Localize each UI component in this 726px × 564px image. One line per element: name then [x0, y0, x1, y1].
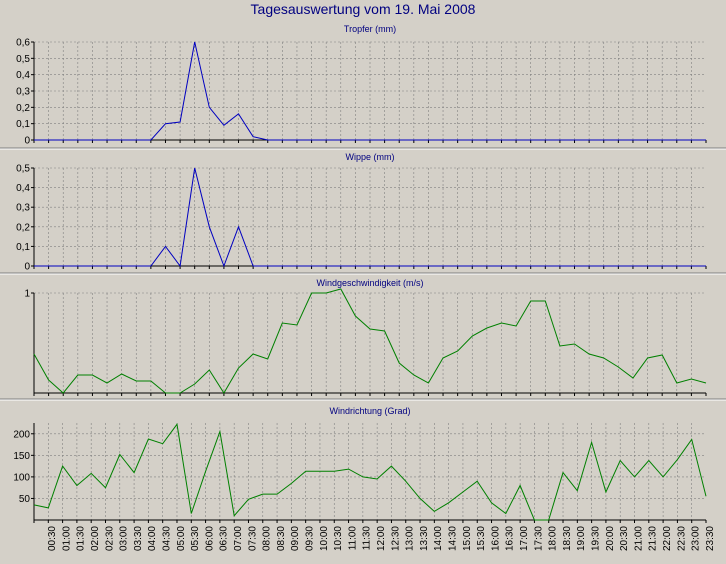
x-tick-label: 09:30 [305, 526, 316, 551]
x-tick-label: 02:30 [104, 526, 115, 551]
x-tick-label: 15:30 [476, 526, 487, 551]
x-tick-label: 18:00 [548, 526, 559, 551]
y-tick-label: 0,4 [16, 183, 30, 194]
x-tick-label: 19:00 [576, 526, 587, 551]
x-tick-label: 21:00 [633, 526, 644, 551]
x-tick-label: 11:30 [362, 526, 373, 551]
series-line [34, 167, 706, 268]
x-tick-label: 16:30 [505, 526, 516, 551]
y-tick-label: 0,2 [16, 222, 30, 233]
y-tick-label: 0,3 [16, 203, 30, 214]
series-line [33, 423, 707, 521]
x-tick-label: 22:00 [662, 526, 673, 551]
x-tick-label: 02:00 [90, 526, 101, 551]
x-tick-label: 04:00 [147, 526, 158, 551]
panel-title: Windgeschwindigkeit (m/s) [316, 278, 423, 288]
x-tick-label: 19:30 [590, 526, 601, 551]
x-tick-label: 13:00 [405, 526, 416, 551]
x-tick-label: 17:30 [533, 526, 544, 551]
x-tick-label: 16:00 [490, 526, 501, 551]
panel-title: Windrichtung (Grad) [329, 406, 410, 416]
x-tick-label: 23:30 [705, 526, 716, 551]
x-tick-label: 07:30 [247, 526, 258, 551]
x-tick-label: 00:30 [47, 526, 58, 551]
page-title: Tagesauswertung vom 19. Mai 2008 [250, 1, 476, 17]
x-tick-label: 13:30 [419, 526, 430, 551]
x-tick-label: 03:00 [119, 526, 130, 551]
vertical-gridlines [47, 423, 693, 520]
x-tick-label: 14:30 [447, 526, 458, 551]
y-tick-label: 0,5 [16, 54, 30, 65]
x-tick-label: 10:00 [319, 526, 330, 551]
y-tick-label: 0,3 [16, 87, 30, 98]
x-tick-label: 07:00 [233, 526, 244, 551]
x-tick-label: 04:30 [162, 526, 173, 551]
x-tick-label: 03:30 [133, 526, 144, 551]
x-tick-label: 17:00 [519, 526, 530, 551]
x-tick-label: 08:00 [262, 526, 273, 551]
x-tick-label: 10:30 [333, 526, 344, 551]
x-tick-label: 06:00 [204, 526, 215, 551]
x-tick-label: 05:30 [190, 526, 201, 551]
y-tick-label: 0,5 [16, 164, 30, 175]
x-tick-label: 14:00 [433, 526, 444, 551]
x-tick-label: 05:00 [176, 526, 187, 551]
x-tick-label: 15:00 [462, 526, 473, 551]
x-tick-label: 11:00 [347, 526, 358, 551]
x-tick-label: 12:00 [376, 526, 387, 551]
x-tick-label: 20:30 [619, 526, 630, 551]
x-tick-label: 20:00 [605, 526, 616, 551]
series-line [33, 288, 707, 394]
y-tick-label: 0,2 [16, 103, 30, 114]
x-tick-label: 23:00 [691, 526, 702, 551]
y-tick-label: 200 [13, 429, 30, 440]
y-tick-label: 0,1 [16, 119, 30, 130]
y-tick-label: 0 [24, 136, 30, 147]
x-tick-label: 08:30 [276, 526, 287, 551]
x-tick-label: 01:00 [61, 526, 72, 551]
y-tick-label: 50 [19, 494, 31, 505]
y-tick-label: 100 [13, 472, 30, 483]
x-tick-label: 01:30 [76, 526, 87, 551]
x-tick-label: 06:30 [219, 526, 230, 551]
vertical-gridlines [48, 168, 692, 266]
y-tick-label: 0 [24, 262, 30, 273]
y-tick-label: 0,6 [16, 38, 30, 49]
x-tick-label: 18:30 [562, 526, 573, 551]
y-tick-label: 0,4 [16, 70, 30, 81]
y-tick-label: 0,1 [16, 242, 30, 253]
panel-title: Tropfer (mm) [344, 24, 396, 34]
vertical-gridlines [48, 293, 692, 393]
x-tick-label: 09:00 [290, 526, 301, 551]
x-tick-label: 21:30 [648, 526, 659, 551]
y-tick-label: 1 [24, 289, 30, 300]
panel-title: Wippe (mm) [346, 152, 395, 162]
x-tick-label: 12:30 [390, 526, 401, 551]
series-line [34, 41, 706, 141]
y-tick-label: 150 [13, 451, 30, 462]
x-tick-label: 22:30 [676, 526, 687, 551]
